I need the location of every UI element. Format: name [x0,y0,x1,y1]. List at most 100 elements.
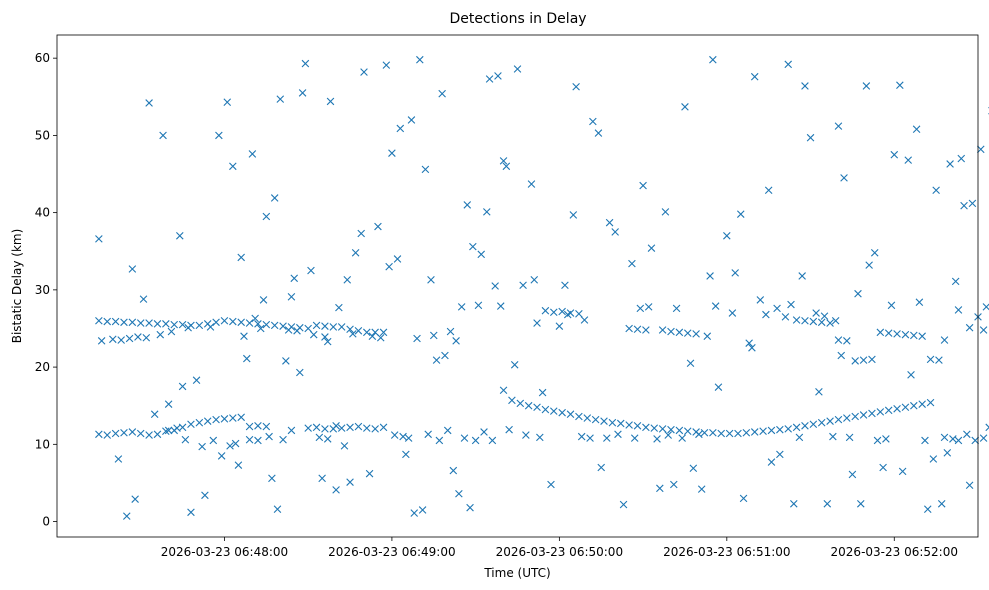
x-axis-ticks: 2026-03-23 06:48:00 2026-03-23 06:49:00 20… [161,537,958,559]
data-point [915,298,924,307]
data-point [153,430,162,439]
data-point [438,89,446,98]
data-point [870,249,879,257]
data-point [954,306,963,314]
data-point [767,426,776,435]
data-point [834,122,843,130]
data-point [734,429,742,438]
data-point [826,319,834,327]
data-point [597,463,606,472]
data-point [767,458,776,466]
data-point [396,124,405,133]
data-point [575,310,583,318]
data-point [321,333,329,341]
data-point [963,430,971,439]
data-point [985,423,989,432]
data-point [882,435,890,443]
data-point [561,281,569,290]
data-point [750,72,759,81]
data-point [801,316,809,325]
data-point [312,423,321,432]
data-point [287,426,296,435]
data-point [809,317,818,326]
data-point [279,435,287,444]
data-point [510,360,519,369]
y-tick-label: 50 [35,128,50,142]
data-point [159,131,167,140]
data-point [120,318,128,327]
data-point [831,316,840,325]
data-point [603,434,611,442]
data-point [817,418,826,427]
data-point [128,265,137,273]
data-point [354,327,363,335]
data-point [270,321,279,330]
data-point [781,313,790,321]
data-point [346,325,354,334]
data-point [103,431,112,439]
data-point [703,332,712,340]
data-point [312,321,321,330]
data-point [907,371,915,379]
data-point [212,318,220,327]
data-point [446,327,455,336]
data-point [586,434,594,442]
data-point [898,467,907,476]
data-point [890,150,899,159]
data-point [790,500,798,508]
data-point [187,420,195,429]
data-point [499,386,508,395]
data-point [120,428,128,437]
y-axis-ticks: 0 10 20 30 40 50 60 [35,51,57,529]
data-point [435,436,444,445]
data-point [427,276,435,284]
data-point [549,308,558,317]
y-tick-label: 10 [35,437,50,451]
data-point [879,463,887,472]
data-point [390,431,399,439]
data-point [351,249,360,257]
data-point [220,415,229,423]
data-point [566,410,575,418]
data-point [111,317,120,326]
data-point [868,355,876,364]
data-point [843,414,851,422]
data-point [787,300,795,309]
data-point [309,330,318,339]
data-point [153,320,162,328]
data-point [670,480,678,489]
data-point [812,309,820,317]
data-point [491,282,499,290]
data-point [181,435,190,444]
data-point [162,320,170,328]
data-point [220,316,229,325]
data-point [150,410,159,418]
data-point [337,424,346,432]
data-point [932,186,940,195]
data-point [636,304,645,313]
data-point [337,323,346,331]
data-point [385,262,393,271]
data-point [614,430,622,439]
data-point [558,408,566,417]
data-point [363,328,371,337]
data-point [815,388,823,396]
data-point [817,318,826,327]
data-point [580,316,589,324]
data-point [488,436,497,445]
data-point [519,281,527,290]
data-point [642,326,650,334]
data-point [229,414,237,422]
data-point [675,426,684,435]
y-tick-label: 30 [35,283,50,297]
x-axis-title: Time (UTC) [483,566,550,580]
data-point [245,422,254,431]
data-point [683,427,692,435]
data-point [248,150,257,158]
data-point [463,201,472,209]
data-point [360,68,368,76]
data-point [326,97,335,106]
data-point [798,272,806,280]
data-point [162,427,170,435]
data-point [876,328,885,337]
